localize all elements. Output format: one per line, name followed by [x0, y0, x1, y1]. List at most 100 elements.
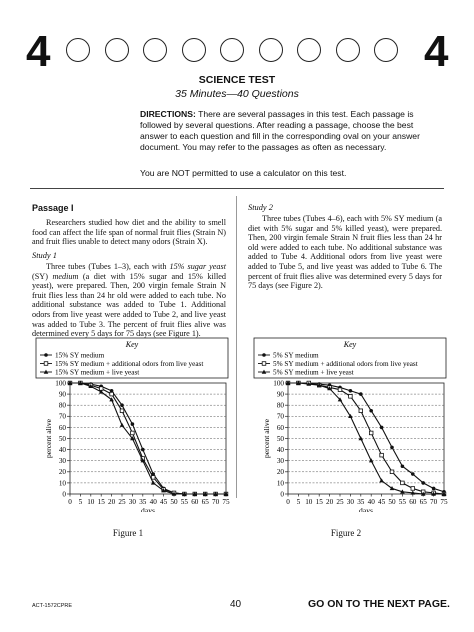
x-tick-label: 55 [181, 498, 189, 506]
data-point [389, 469, 395, 474]
data-point [109, 388, 114, 393]
column-divider [236, 196, 237, 498]
x-tick-label: 60 [409, 498, 417, 506]
x-tick-label: 0 [286, 498, 290, 506]
study1-text-c: (a diet with 15% sugar and 15% killed ye… [32, 271, 226, 339]
data-point [421, 481, 425, 485]
y-tick-label: 70 [59, 413, 67, 421]
intro-paragraph: Researchers studied how diet and the abi… [32, 218, 226, 247]
data-point [150, 475, 156, 480]
y-tick-label: 50 [277, 435, 285, 443]
data-point [43, 369, 49, 374]
data-point [109, 397, 114, 402]
data-point [368, 430, 374, 436]
series-line [70, 382, 226, 495]
series-line [288, 382, 445, 495]
data-point [78, 380, 83, 385]
y-axis-label: percent alive [262, 418, 271, 458]
data-point [202, 491, 208, 496]
x-tick-label: 60 [191, 498, 199, 506]
data-point [348, 388, 353, 393]
section-number-left: 4 [26, 27, 51, 76]
x-tick-label: 0 [68, 498, 72, 506]
answer-oval [374, 38, 398, 62]
y-tick-label: 100 [55, 379, 66, 387]
passage-intro: Researchers studied how diet and the abi… [32, 218, 226, 247]
study1-text-a: Three tubes (Tubes 1–3), each with [46, 262, 170, 271]
study1-italic: 15% sugar yeast [169, 262, 226, 271]
data-point [306, 381, 312, 386]
data-point [431, 486, 436, 491]
x-tick-label: 35 [357, 498, 365, 506]
x-tick-label: 30 [347, 498, 355, 506]
legend-box [35, 337, 229, 379]
data-point [119, 408, 125, 413]
y-tick-label: 20 [277, 468, 285, 476]
y-tick-label: 50 [59, 435, 67, 443]
data-point [389, 486, 395, 491]
data-point [130, 430, 135, 436]
answer-oval [104, 38, 129, 62]
data-point [98, 389, 104, 394]
x-tick-label: 20 [326, 498, 334, 506]
legend-entry: 15% SY medium + live yeast [55, 369, 139, 377]
study1-text-b: (SY) [32, 271, 53, 281]
y-tick-label: 40 [59, 446, 67, 454]
directions: DIRECTIONS: There are several passages i… [140, 109, 436, 153]
y-tick-label: 60 [277, 424, 285, 432]
data-point [119, 422, 125, 427]
data-point [359, 392, 363, 396]
x-tick-label: 40 [368, 498, 376, 506]
data-point [369, 408, 373, 413]
page-number: 40 [230, 599, 242, 610]
study1-text: Three tubes (Tubes 1–3), each with 15% s… [32, 262, 226, 339]
series-line [288, 382, 445, 493]
next-page-note: GO ON TO THE NEXT PAGE. [308, 598, 450, 610]
legend-box [253, 337, 447, 379]
x-tick-label: 20 [108, 498, 116, 506]
data-point [141, 447, 145, 452]
data-point [120, 403, 124, 407]
data-point [140, 458, 146, 463]
figure-2-caption: Figure 2 [330, 528, 362, 538]
x-tick-label: 25 [118, 498, 126, 506]
x-tick-label: 5 [297, 498, 301, 506]
x-tick-label: 15 [316, 498, 324, 506]
answer-oval [258, 38, 283, 62]
section-number-right: 4 [424, 27, 449, 76]
x-tick-label: 25 [336, 498, 344, 506]
x-tick-label: 50 [388, 498, 396, 506]
data-point [337, 387, 343, 392]
data-point [213, 491, 218, 496]
study1-heading: Study 1 [32, 251, 57, 260]
data-point [327, 386, 332, 391]
answer-oval [220, 38, 244, 62]
answer-oval [66, 38, 90, 62]
y-tick-label: 80 [59, 402, 67, 410]
x-tick-label: 75 [222, 498, 230, 506]
data-point [379, 478, 384, 483]
y-tick-label: 90 [59, 391, 67, 399]
data-point [337, 397, 343, 402]
x-tick-label: 35 [139, 498, 147, 506]
data-point [379, 425, 384, 430]
data-point [441, 491, 447, 496]
legend-entry: 15% SY medium [55, 352, 105, 360]
x-tick-label: 15 [98, 498, 106, 506]
test-subtitle: 35 Minutes—40 Questions [175, 88, 299, 100]
x-tick-label: 70 [430, 498, 438, 506]
y-tick-label: 40 [277, 446, 285, 454]
answer-oval [143, 38, 167, 62]
y-tick-label: 30 [277, 457, 285, 465]
y-tick-label: 100 [273, 379, 284, 387]
y-tick-label: 60 [59, 424, 67, 432]
data-point [411, 472, 415, 476]
x-tick-label: 50 [170, 498, 178, 506]
y-tick-label: 0 [280, 490, 284, 498]
data-point [358, 436, 364, 441]
data-point [400, 480, 405, 486]
x-tick-label: 75 [440, 498, 448, 506]
